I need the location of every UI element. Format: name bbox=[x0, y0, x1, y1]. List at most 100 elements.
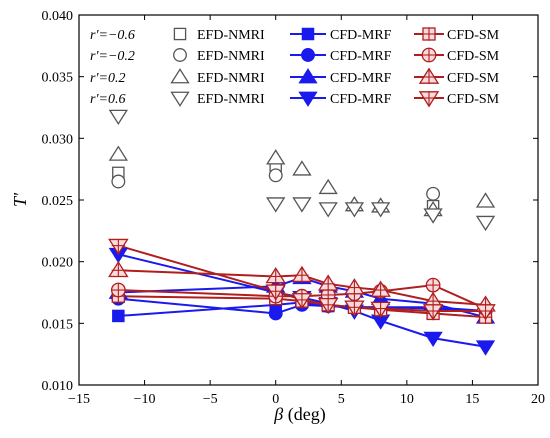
legend-mrf-marker bbox=[298, 68, 318, 84]
y-tick-label: 0.020 bbox=[42, 256, 74, 271]
y-tick-label: 0.035 bbox=[42, 71, 74, 86]
legend-efd-marker-group bbox=[170, 68, 190, 84]
legend-sm-label: CFD-SM bbox=[447, 28, 500, 43]
data-point-sm-group bbox=[422, 304, 444, 321]
x-tick-label: −5 bbox=[203, 392, 218, 407]
data-point-efd-group bbox=[108, 145, 128, 161]
x-tick-label: 15 bbox=[465, 392, 479, 407]
data-point-efd-group bbox=[266, 149, 286, 165]
data-point-efd bbox=[292, 197, 312, 213]
data-point-mrf-group bbox=[268, 306, 283, 321]
legend-efd-marker bbox=[173, 48, 187, 62]
legend-sm-label: CFD-SM bbox=[447, 92, 500, 107]
data-point-sm-group bbox=[110, 282, 126, 298]
data-point-sm-group bbox=[265, 266, 286, 284]
legend-sm-label: CFD-SM bbox=[447, 49, 500, 64]
legend-mrf-marker bbox=[298, 91, 318, 107]
x-axis-title: β (deg) bbox=[273, 404, 325, 425]
data-point-sm-group bbox=[475, 304, 496, 321]
legend-sm-marker-group bbox=[418, 91, 440, 108]
data-point-sm-group bbox=[425, 277, 441, 293]
data-point-efd-group bbox=[370, 202, 391, 218]
data-point-mrf bbox=[268, 306, 283, 321]
legend-mrf-marker-group bbox=[298, 68, 318, 84]
legend-mrf-label: CFD-MRF bbox=[330, 28, 392, 43]
data-point-efd-group bbox=[318, 178, 338, 195]
data-point-efd-group bbox=[292, 160, 312, 176]
data-point-efd-group bbox=[292, 197, 312, 213]
legend-efd-marker-group bbox=[170, 91, 190, 107]
data-point-efd bbox=[268, 168, 283, 183]
legend: r′=−0.6 EFD-NMRI CFD-MRF CFD-SM r′=−0.2 EFD-N… bbox=[90, 27, 500, 108]
axis-ticks: −15 −10 −5 0 5 10 15 20 0.010 0.015 0.020 0.025 0.03… bbox=[42, 9, 546, 407]
data-point-efd-group bbox=[318, 202, 338, 218]
legend-efd-label: EFD-NMRI bbox=[197, 49, 265, 64]
x-tick-label: 10 bbox=[400, 392, 414, 407]
legend-sm-marker-group bbox=[421, 47, 437, 63]
data-point-efd-group bbox=[426, 186, 441, 201]
legend-efd-label: EFD-NMRI bbox=[197, 71, 265, 86]
legend-mrf-label: CFD-MRF bbox=[330, 92, 392, 107]
data-point-efd bbox=[108, 109, 128, 126]
data-point-efd bbox=[266, 197, 286, 213]
legend-sm-label: CFD-SM bbox=[447, 71, 500, 86]
data-point-sm-group bbox=[108, 238, 129, 256]
y-tick-label: 0.010 bbox=[42, 379, 74, 394]
data-point-efd-group bbox=[111, 174, 126, 189]
data-point-efd bbox=[266, 149, 286, 165]
data-point-sm-group bbox=[344, 278, 365, 295]
data-point-mrf-group bbox=[475, 340, 496, 356]
data-point-efd-group bbox=[266, 197, 286, 213]
x-tick-label: 20 bbox=[531, 392, 545, 407]
data-point-efd bbox=[475, 215, 496, 232]
y-axis-title: T' bbox=[10, 192, 30, 207]
data-point-sm-group bbox=[108, 260, 129, 278]
legend-efd-label: EFD-NMRI bbox=[197, 92, 265, 107]
x-tick-label: −10 bbox=[134, 392, 156, 407]
data-point-efd bbox=[318, 178, 338, 195]
data-point-efd bbox=[292, 160, 312, 176]
data-point-efd-group bbox=[108, 109, 128, 126]
data-point-efd bbox=[318, 202, 338, 218]
data-point-efd-group bbox=[344, 202, 365, 218]
x-tick-label: 5 bbox=[338, 392, 345, 407]
x-tick-label: −15 bbox=[68, 392, 90, 407]
data-point-efd bbox=[426, 186, 441, 201]
data-point-mrf-group bbox=[423, 331, 443, 348]
legend-mrf-marker bbox=[301, 48, 315, 62]
legend-efd-marker bbox=[173, 27, 187, 41]
legend-mrf-marker-group bbox=[298, 91, 318, 107]
legend-mrf-marker-group bbox=[301, 27, 315, 41]
x-tick-label: 0 bbox=[272, 392, 279, 407]
data-point-efd bbox=[111, 174, 126, 189]
data-point-efd-group bbox=[475, 215, 496, 232]
legend-efd-label: EFD-NMRI bbox=[197, 28, 265, 43]
legend-mrf-marker-group bbox=[301, 48, 315, 62]
data-point-efd bbox=[475, 192, 496, 208]
data-point-efd-group bbox=[475, 192, 496, 208]
data-point-sm-group bbox=[265, 284, 286, 301]
data-point-sm-group bbox=[344, 300, 365, 317]
legend-sm-marker-group bbox=[418, 67, 440, 84]
data-point-sm-group bbox=[370, 301, 391, 319]
data-point-efd bbox=[370, 202, 391, 218]
legend-ratio-label: r′=−0.6 bbox=[90, 28, 135, 43]
data-point-efd bbox=[108, 145, 128, 161]
data-point-sm-group bbox=[291, 293, 313, 310]
data-point-sm-group bbox=[370, 280, 391, 297]
data-point-efd-group bbox=[268, 168, 283, 183]
data-point-mrf-group bbox=[112, 309, 125, 323]
legend-mrf-label: CFD-MRF bbox=[330, 71, 392, 86]
data-point-efd bbox=[423, 208, 443, 224]
y-tick-label: 0.030 bbox=[42, 132, 74, 147]
data-point-efd bbox=[344, 202, 365, 218]
legend-efd-marker-group bbox=[173, 48, 187, 62]
y-tick-label: 0.025 bbox=[42, 194, 74, 209]
y-tick-label: 0.040 bbox=[42, 9, 74, 24]
legend-efd-marker bbox=[170, 91, 190, 107]
legend-ratio-label: r′=0.2 bbox=[90, 71, 125, 86]
legend-efd-marker-group bbox=[173, 27, 187, 41]
legend-sm-marker-group bbox=[422, 27, 436, 41]
data-point-sm-group bbox=[291, 265, 313, 283]
